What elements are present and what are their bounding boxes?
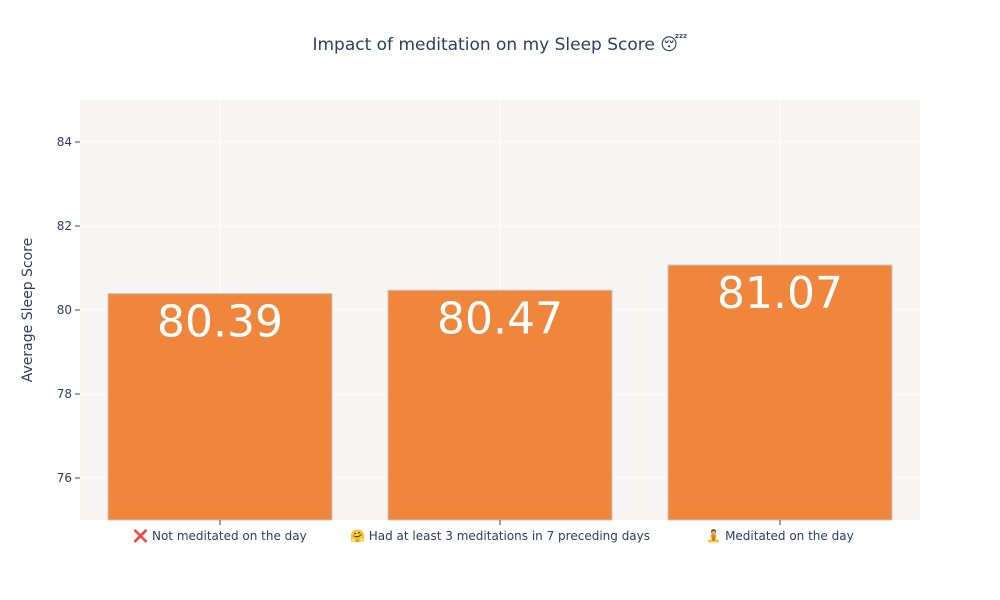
y-tick-label: 76	[57, 471, 72, 485]
x-tick-label: 🤗 Had at least 3 meditations in 7 preced…	[350, 529, 650, 543]
y-axis: 76 78 80 82 84	[57, 135, 80, 485]
y-tick-label: 84	[57, 135, 72, 149]
y-tick-label: 82	[57, 219, 72, 233]
y-tick-label: 80	[57, 303, 72, 317]
bar-value-label: 80.47	[437, 293, 563, 344]
chart-title: Impact of meditation on my Sleep Score 😴	[312, 34, 687, 55]
x-tick-label: 🧘 Meditated on the day	[706, 529, 853, 543]
bar	[107, 293, 333, 521]
bar-value-label: 81.07	[717, 268, 843, 319]
y-axis-label: Average Sleep Score	[20, 238, 36, 383]
bars: 80.39 80.47 81.07	[107, 264, 893, 521]
x-tick-label: ❌ Not meditated on the day	[133, 529, 307, 543]
y-tick-label: 78	[57, 387, 72, 401]
bar	[387, 289, 613, 521]
bar-value-label: 80.39	[157, 297, 283, 348]
bar	[667, 264, 893, 521]
x-axis: ❌ Not meditated on the day 🤗 Had at least…	[133, 520, 854, 543]
